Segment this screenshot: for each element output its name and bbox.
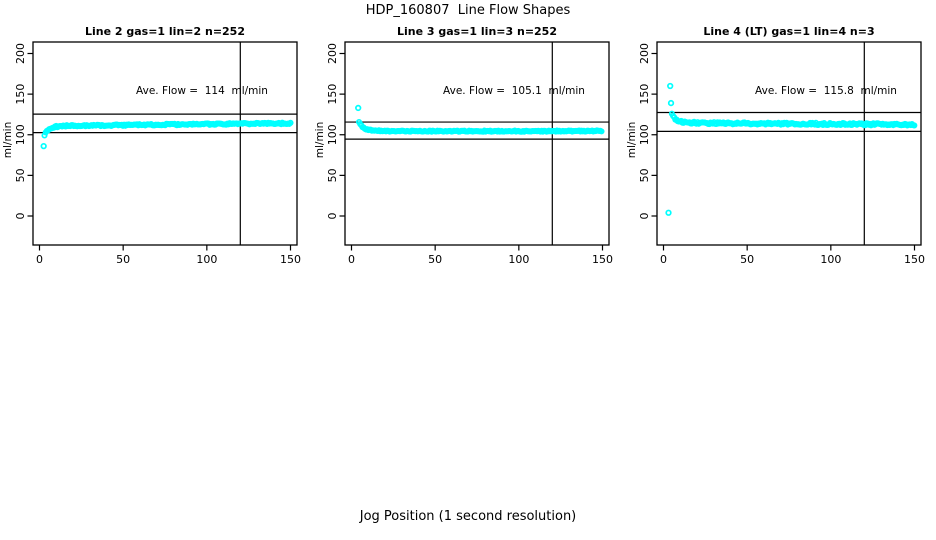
axis-ticks bbox=[339, 52, 604, 251]
y-axis-label: ml/min bbox=[2, 121, 14, 159]
ave-flow-annotation: Ave. Flow = 114 ml/min bbox=[136, 85, 268, 97]
main-title: HDP_160807 Line Flow Shapes bbox=[365, 3, 571, 18]
reference-lines bbox=[345, 42, 609, 245]
svg-text:150: 150 bbox=[592, 253, 613, 266]
svg-text:150: 150 bbox=[904, 253, 925, 266]
panels-row: 0 50 100 150 0 50 100 150 200 Line 2 gas=1 lin=2… bbox=[0, 25, 936, 280]
svg-text:200: 200 bbox=[14, 43, 27, 64]
data-points bbox=[355, 104, 605, 135]
svg-text:200: 200 bbox=[326, 43, 339, 64]
svg-text:100: 100 bbox=[820, 253, 841, 266]
ave-flow-annotation: Ave. Flow = 115.8 ml/min bbox=[755, 85, 897, 97]
svg-text:100: 100 bbox=[638, 124, 651, 145]
svg-text:100: 100 bbox=[196, 253, 217, 266]
svg-text:150: 150 bbox=[14, 84, 27, 105]
reference-lines bbox=[657, 42, 921, 245]
flow-panel-line-4: 0 50 100 150 0 50 100 150 200 Line 4 (LT) gas=1 … bbox=[624, 25, 936, 280]
reference-lines bbox=[33, 42, 297, 245]
plot-box bbox=[32, 41, 298, 246]
svg-text:0: 0 bbox=[660, 253, 667, 266]
panel-title: Line 2 gas=1 lin=2 n=252 bbox=[84, 25, 245, 38]
svg-text:150: 150 bbox=[326, 84, 339, 105]
x-axis-label: Jog Position (1 second resolution) bbox=[359, 509, 577, 524]
chart-plot: 0 50 100 150 0 50 100 150 200 bbox=[638, 41, 925, 266]
data-points bbox=[40, 119, 294, 150]
svg-text:50: 50 bbox=[116, 253, 130, 266]
axis-ticks bbox=[27, 52, 292, 251]
panel-title: Line 3 gas=1 lin=3 n=252 bbox=[396, 25, 557, 38]
x-tick-labels: 0 50 100 150 bbox=[36, 253, 301, 266]
svg-text:200: 200 bbox=[638, 43, 651, 64]
ave-flow-annotation: Ave. Flow = 105.1 ml/min bbox=[443, 85, 585, 97]
flow-panel-line-3: 0 50 100 150 0 50 100 150 200 Line 3 gas=1 lin=3… bbox=[312, 25, 624, 280]
svg-text:100: 100 bbox=[326, 124, 339, 145]
svg-text:150: 150 bbox=[638, 84, 651, 105]
data-points bbox=[665, 82, 918, 216]
x-tick-labels: 0 50 100 150 bbox=[660, 253, 925, 266]
svg-text:100: 100 bbox=[14, 124, 27, 145]
plot-box bbox=[656, 41, 922, 246]
svg-text:0: 0 bbox=[638, 213, 651, 220]
svg-text:0: 0 bbox=[348, 253, 355, 266]
chart-plot: 0 50 100 150 0 50 100 150 200 bbox=[14, 41, 301, 266]
svg-text:50: 50 bbox=[740, 253, 754, 266]
svg-text:0: 0 bbox=[36, 253, 43, 266]
y-tick-labels: 0 50 100 150 200 bbox=[326, 43, 339, 220]
svg-text:0: 0 bbox=[14, 213, 27, 220]
y-axis-label: ml/min bbox=[314, 121, 326, 159]
flow-panel-line-2: 0 50 100 150 0 50 100 150 200 Line 2 gas=1 lin=2… bbox=[0, 25, 312, 280]
panel-title: Line 4 (LT) gas=1 lin=4 n=3 bbox=[703, 25, 875, 38]
svg-text:50: 50 bbox=[14, 168, 27, 182]
svg-text:150: 150 bbox=[280, 253, 301, 266]
svg-text:100: 100 bbox=[508, 253, 529, 266]
y-axis-label: ml/min bbox=[626, 121, 638, 159]
svg-text:50: 50 bbox=[638, 168, 651, 182]
plot-box bbox=[344, 41, 610, 246]
axis-ticks bbox=[651, 52, 916, 251]
svg-text:50: 50 bbox=[326, 168, 339, 182]
chart-plot: 0 50 100 150 0 50 100 150 200 bbox=[326, 41, 613, 266]
svg-text:50: 50 bbox=[428, 253, 442, 266]
svg-text:0: 0 bbox=[326, 213, 339, 220]
x-tick-labels: 0 50 100 150 bbox=[348, 253, 613, 266]
y-tick-labels: 0 50 100 150 200 bbox=[14, 43, 27, 220]
y-tick-labels: 0 50 100 150 200 bbox=[638, 43, 651, 220]
